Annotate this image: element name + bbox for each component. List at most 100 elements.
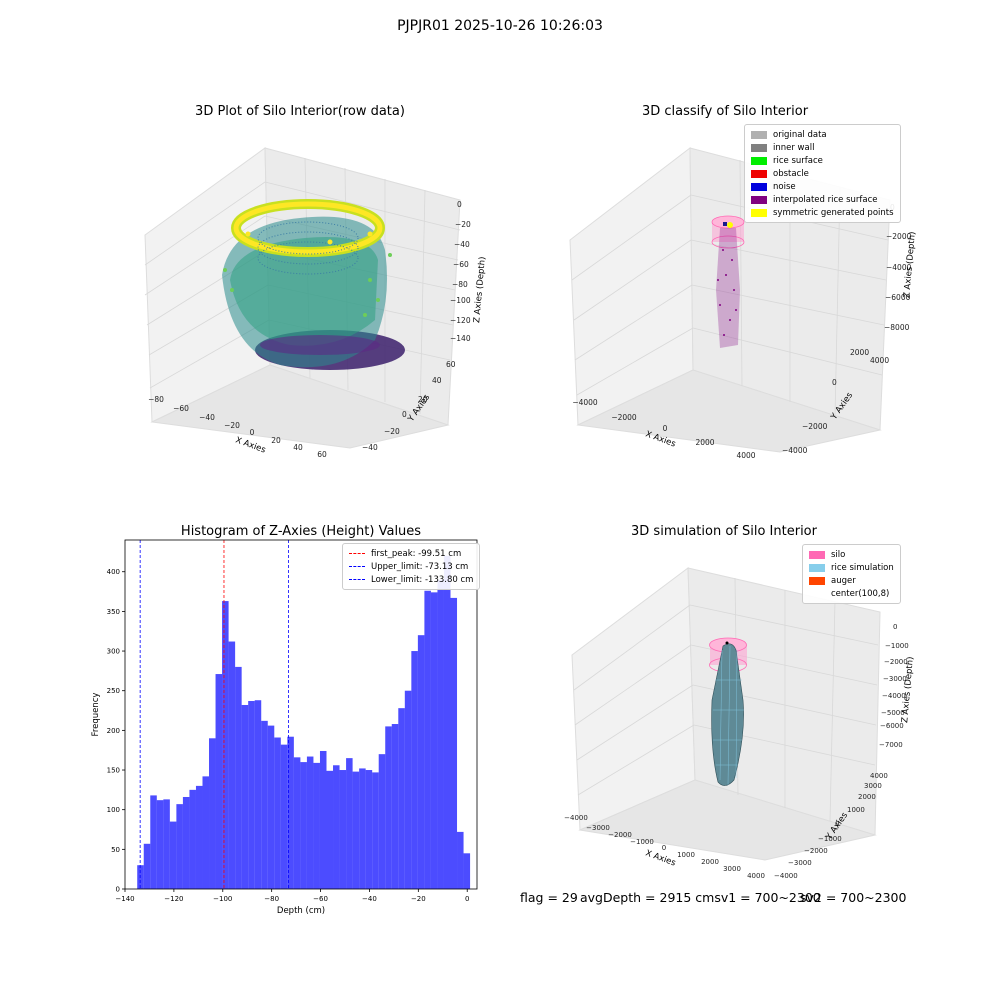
simulation-rice-body <box>711 643 744 786</box>
simulation-center-marker <box>725 641 729 645</box>
simulation-ytick: 2000 <box>858 793 876 801</box>
raw-ztick: 0 <box>457 200 462 209</box>
histogram-bar <box>300 762 307 889</box>
raw-xtick: −40 <box>199 413 215 422</box>
histogram-bar <box>267 725 275 889</box>
raw-y-ticks: −40 −20 0 20 40 60 <box>362 360 456 452</box>
legend-swatch <box>809 576 825 585</box>
histogram-x-tick-label: −40 <box>362 895 377 903</box>
legend-item-center: center(100,8) <box>809 587 894 600</box>
raw-xtick: 60 <box>317 450 327 459</box>
simulation-ztick: 0 <box>893 623 897 631</box>
legend-item-original-data: original data <box>751 128 894 141</box>
raw-ztick: −20 <box>455 220 471 229</box>
histogram-x-tick-label: −120 <box>164 895 183 903</box>
histogram-bar <box>235 666 242 889</box>
legend-swatch <box>751 169 767 178</box>
histogram-bar <box>372 772 379 889</box>
legend-item-silo: silo <box>809 548 894 561</box>
flag-text: flag = 29 <box>520 890 578 905</box>
legend-label: noise <box>773 181 796 192</box>
histogram-x-ticks: −140 −120 −100 −80 −60 −40 −20 0 <box>115 889 469 903</box>
raw-ytick: 20 <box>418 395 428 404</box>
classify-xtick: −4000 <box>572 398 598 407</box>
simulation-x-label: X Axies <box>644 848 677 868</box>
histogram-bar <box>222 601 229 889</box>
histogram-bar <box>143 843 151 889</box>
histogram-bar <box>293 757 301 889</box>
legend-label: inner wall <box>773 142 815 153</box>
raw-z-label: Z Axies (Depth) <box>472 256 488 323</box>
legend-swatch <box>809 563 825 572</box>
histogram-bar <box>339 770 347 889</box>
raw-ztick: −40 <box>454 240 470 249</box>
classify-ytick: −2000 <box>802 422 828 431</box>
raw-ztick: −100 <box>450 296 471 305</box>
legend-label: Upper_limit: -73.13 cm <box>371 561 469 572</box>
legend-item-reference-line: first_peak: -99.51 cm <box>349 547 473 560</box>
legend-label: rice surface <box>773 155 823 166</box>
classify-3d-plot: −4000 −2000 0 2000 4000 X Axies −4000 −2… <box>569 146 918 460</box>
classify-point-cloud <box>717 249 737 336</box>
histogram-x-tick-label: −80 <box>264 895 279 903</box>
simulation-xtick: 2000 <box>701 858 719 866</box>
histogram-y-tick-label: 300 <box>107 648 120 656</box>
histogram-y-tick-label: 0 <box>116 886 120 894</box>
raw-floor-pane <box>150 364 450 449</box>
classify-ztick: −2000 <box>886 232 912 241</box>
simulation-x-ticks: −4000 −3000 −2000 −1000 0 1000 2000 3000… <box>564 814 765 880</box>
histogram-bar <box>319 750 327 889</box>
histogram-bar <box>169 821 177 889</box>
histogram-bar <box>424 590 431 889</box>
simulation-xtick: −3000 <box>586 824 610 832</box>
raw-xtick: −60 <box>173 404 189 413</box>
simulation-xtick: −4000 <box>564 814 588 822</box>
histogram-bar <box>463 853 471 889</box>
legend-item-rice-surface: rice surface <box>751 154 894 167</box>
legend-swatch <box>751 143 767 152</box>
avg-depth-text: avgDepth = 2915 cmsv1 = 700~2300 <box>580 890 821 905</box>
classify-ztick: −8000 <box>884 323 910 332</box>
histogram-bar <box>430 592 438 889</box>
legend-item-reference-line: Lower_limit: -133.80 cm <box>349 573 473 586</box>
histogram-x-tick-label: −100 <box>213 895 232 903</box>
simulation-ytick: −2000 <box>804 847 828 855</box>
histogram-bar <box>378 754 386 889</box>
classify-ytick: 0 <box>832 378 837 387</box>
raw-ztick: −140 <box>450 334 471 343</box>
histogram-bar <box>254 700 262 889</box>
histogram-bar <box>274 737 281 889</box>
histogram-chart: −140 −120 −100 −80 −60 −40 −20 0 0 50 100 150 200 25… <box>91 539 478 916</box>
legend-item-reference-line: Upper_limit: -73.13 cm <box>349 560 473 573</box>
simulation-plot-title: 3D simulation of Silo Interior <box>631 524 817 539</box>
histogram-y-ticks: 0 50 100 150 200 250 300 350 400 <box>107 568 125 894</box>
simulation-3d-plot: −4000 −3000 −2000 −1000 0 1000 2000 3000… <box>564 567 916 880</box>
legend-item-interpolated-rice-surface: interpolated rice surface <box>751 193 894 206</box>
histogram-bar <box>189 789 196 889</box>
simulation-ztick: −4000 <box>882 692 906 700</box>
classify-ytick: 2000 <box>850 348 869 357</box>
histogram-bar <box>313 762 320 889</box>
classify-interpolated-points <box>716 228 740 348</box>
classify-legend: original data inner wall rice surface ob… <box>744 124 901 223</box>
raw-z-ticks: 0 −20 −40 −60 −80 −100 −120 −140 <box>450 200 471 343</box>
histogram-x-tick-label: 0 <box>465 895 469 903</box>
legend-item-auger: auger <box>809 574 894 587</box>
histogram-y-tick-label: 200 <box>107 727 120 735</box>
legend-label: silo <box>831 549 846 560</box>
classify-ytick: −4000 <box>782 446 808 455</box>
legend-label: Lower_limit: -133.80 cm <box>371 574 474 585</box>
legend-item-rice-simulation: rice simulation <box>809 561 894 574</box>
histogram-bar <box>280 744 288 889</box>
raw-xtick: 40 <box>293 443 303 452</box>
legend-label: auger <box>831 575 856 586</box>
legend-item-inner-wall: inner wall <box>751 141 894 154</box>
raw-plot-title: 3D Plot of Silo Interior(row data) <box>195 104 405 119</box>
histogram-bar <box>306 756 314 889</box>
simulation-xtick: 1000 <box>677 851 695 859</box>
classify-x-ticks: −4000 −2000 0 2000 4000 <box>572 398 755 460</box>
histogram-y-tick-label: 400 <box>107 568 120 576</box>
classify-xtick: 4000 <box>736 451 755 460</box>
simulation-xtick: 0 <box>662 844 666 852</box>
histogram-title: Histogram of Z-Axies (Height) Values <box>180 524 422 539</box>
